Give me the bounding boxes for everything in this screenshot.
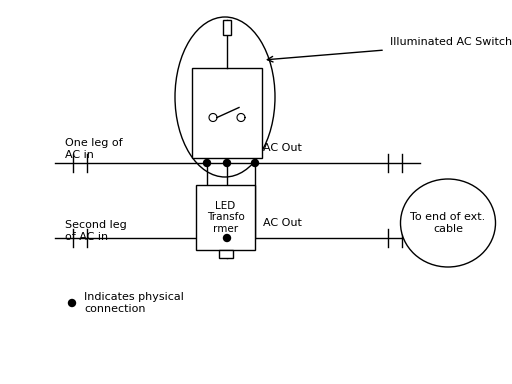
Text: To end of ext.
cable: To end of ext. cable (411, 212, 485, 234)
Circle shape (251, 159, 259, 167)
Text: Indicates physical
connection: Indicates physical connection (84, 292, 184, 314)
Bar (223, 20, 231, 35)
Circle shape (224, 159, 230, 167)
Text: Second leg
of AC in: Second leg of AC in (65, 220, 127, 242)
Text: LED
Transfo
rmer: LED Transfo rmer (207, 201, 244, 234)
Circle shape (203, 159, 210, 167)
Text: One leg of
AC in: One leg of AC in (65, 138, 123, 160)
Bar (192, 68, 262, 158)
Circle shape (69, 300, 75, 306)
Text: AC Out: AC Out (263, 218, 302, 228)
Bar (196, 185, 255, 250)
Text: Illuminated AC Switch: Illuminated AC Switch (390, 37, 512, 47)
Text: AC Out: AC Out (263, 143, 302, 153)
Circle shape (224, 235, 230, 242)
Bar (219, 250, 232, 258)
Ellipse shape (175, 17, 275, 177)
Ellipse shape (400, 179, 496, 267)
